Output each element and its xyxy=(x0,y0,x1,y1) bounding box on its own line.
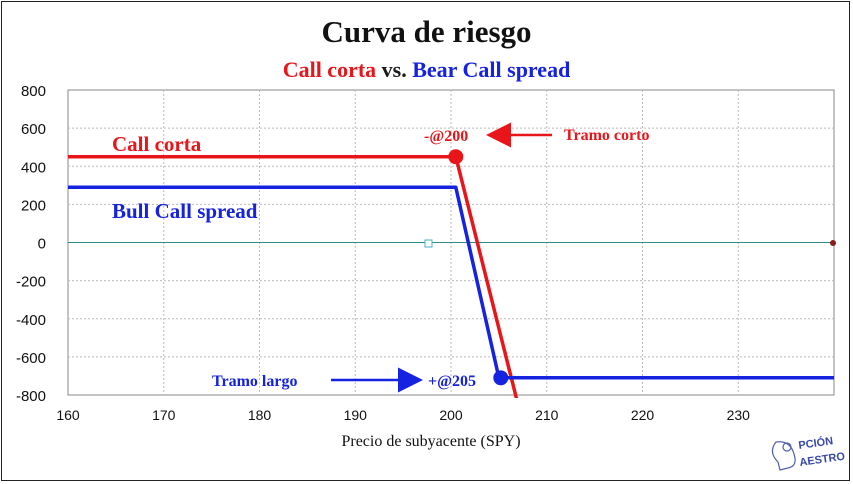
x-tick-label: 220 xyxy=(631,407,655,423)
y-tick-label: -600 xyxy=(16,350,46,367)
x-tick-label: 170 xyxy=(152,407,176,423)
y-tick-label: 0 xyxy=(38,236,46,253)
marker-group xyxy=(448,149,509,386)
subtitle-call-corta: Call corta xyxy=(282,57,377,82)
y-tick-label: -800 xyxy=(16,388,46,405)
y-tick-label: 200 xyxy=(21,197,46,214)
logo-text-bottom: AESTRO xyxy=(799,451,847,469)
y-tick-label: -200 xyxy=(16,274,46,291)
chart-subtitle: Call corta vs. Bear Call spread xyxy=(0,57,853,83)
subtitle-vs: vs. xyxy=(376,57,413,82)
strike-marker xyxy=(448,149,464,165)
y-tick-label: 800 xyxy=(21,83,46,100)
y-tick-label: -400 xyxy=(16,312,46,329)
zero-line-end-dot xyxy=(830,240,836,246)
x-tick-label: 210 xyxy=(535,407,559,423)
long-leg-text: Tramo largo xyxy=(212,373,297,390)
y-tick-labels: 800 600 400 200 0 -200 -400 -600 -800 xyxy=(16,83,46,405)
x-tick-labels: 160 170 180 190 200 210 220 230 xyxy=(56,407,750,423)
x-tick-label: 230 xyxy=(727,407,751,423)
x-tick-label: 190 xyxy=(344,407,368,423)
zero-line-marker xyxy=(424,239,433,248)
x-axis-label: Precio de subyacente (SPY) xyxy=(341,433,520,450)
strike-marker xyxy=(493,370,509,386)
y-tick-label: 400 xyxy=(21,159,46,176)
short-leg-strike-label: -@200 xyxy=(424,128,468,145)
x-tick-label: 200 xyxy=(439,407,463,423)
x-tick-label: 160 xyxy=(56,407,80,423)
y-tick-label: 600 xyxy=(21,121,46,138)
subtitle-bear-call-spread: Bear Call spread xyxy=(412,57,571,82)
x-tick-label: 180 xyxy=(248,407,272,423)
label-call-corta: Call corta xyxy=(112,132,202,156)
logo-text-top: PCIÓN xyxy=(798,434,834,452)
series-line xyxy=(68,185,834,380)
short-leg-text: Tramo corto xyxy=(564,127,649,144)
chart-title: Curva de riesgo xyxy=(321,14,532,49)
opcion-maestro-logo: PCIÓN AESTRO xyxy=(771,434,847,471)
long-leg-strike-label: +@205 xyxy=(428,373,476,390)
label-bull-call-spread: Bull Call spread xyxy=(112,199,258,223)
